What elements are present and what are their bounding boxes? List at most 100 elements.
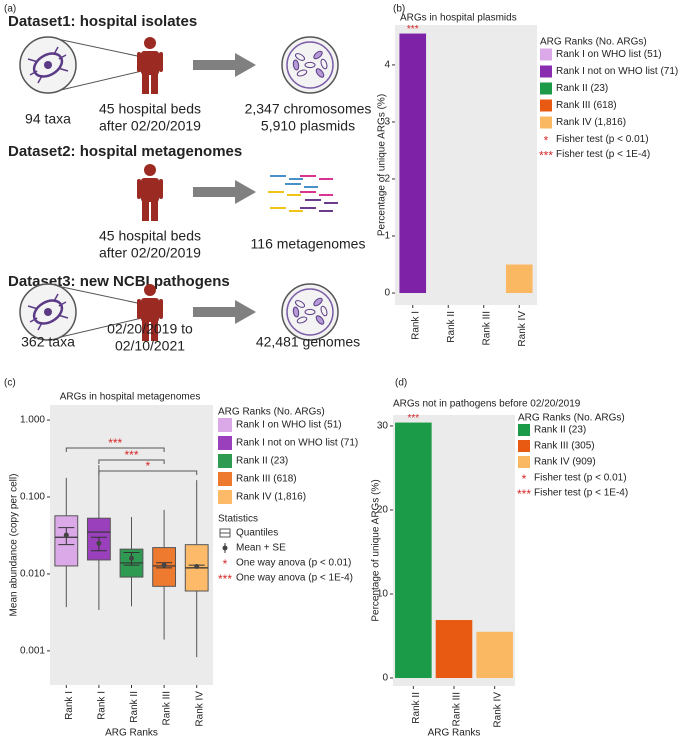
- leg: [151, 74, 158, 94]
- y-tick-label: 3: [384, 117, 390, 128]
- legend-symbol: ***: [517, 487, 531, 501]
- legend-label: Rank I not on WHO list (71): [556, 66, 678, 77]
- significance: ***: [108, 436, 122, 450]
- flagellum: [59, 67, 69, 72]
- cell: [304, 61, 316, 69]
- cell: [320, 305, 328, 317]
- arm: [137, 52, 141, 72]
- x-tick-label: Rank III: [162, 691, 173, 725]
- cell: [296, 69, 308, 77]
- flagellum: [58, 301, 67, 307]
- dataset-title: Dataset3: new NCBI pathogens: [8, 273, 230, 290]
- dish-inner: [286, 41, 334, 89]
- legend-label: One way anova (p < 1E-4): [236, 573, 353, 584]
- legend-label: Rank IV (1,816): [556, 117, 626, 128]
- y-tick-label: 0: [384, 288, 390, 299]
- y-tick-label: 2: [384, 174, 390, 185]
- bar: [476, 631, 513, 679]
- y-tick-label: 0.100: [20, 492, 45, 503]
- leg: [151, 201, 158, 221]
- flagellum: [37, 75, 43, 84]
- beds-text: after 02/20/2019: [99, 245, 201, 261]
- legend-label: Fisher test (p < 1E-4): [534, 488, 628, 499]
- dish-inner: [286, 288, 334, 336]
- bracket: [65, 447, 165, 452]
- cell: [313, 50, 323, 60]
- x-axis-label: ARG Ranks: [105, 728, 158, 739]
- y-axis-label: Percentage of unique ARGs (%): [371, 479, 382, 621]
- x-tick-label: Rank I: [97, 691, 108, 720]
- beds-text: 02/20/2019 to: [107, 321, 193, 337]
- nucleus: [44, 61, 52, 69]
- leg: [151, 321, 158, 341]
- mean-icon: [222, 545, 228, 551]
- flagellum: [29, 317, 38, 323]
- legend-symbol: *: [544, 134, 549, 148]
- bar: [435, 620, 473, 679]
- output-text: 5,910 plasmids: [261, 118, 355, 134]
- output-text: 42,481 genomes: [256, 334, 360, 350]
- dataset-title: Dataset1: hospital isolates: [8, 13, 197, 30]
- leg: [142, 201, 149, 221]
- legend-label: Rank II (23): [236, 456, 288, 467]
- legend-swatch: [218, 418, 232, 432]
- y-tick-label: 10: [377, 589, 389, 600]
- legend-label: Rank III (618): [556, 100, 617, 111]
- head: [144, 37, 156, 49]
- body: [141, 51, 159, 75]
- legend-swatch: [540, 116, 552, 129]
- significance: *: [145, 459, 150, 473]
- arrow: [193, 53, 256, 77]
- zoom-line: [47, 283, 143, 305]
- panel-label: (a): [4, 4, 16, 15]
- arm: [159, 299, 163, 319]
- legend-swatch: [540, 99, 552, 112]
- legend-label: Fisher test (p < 1E-4): [556, 149, 650, 160]
- person-icon: [137, 37, 163, 94]
- flagellum: [58, 54, 67, 60]
- panel-label: (d): [395, 378, 407, 389]
- legend-label: Rank III (618): [236, 474, 297, 485]
- panel-label: (c): [4, 378, 16, 389]
- x-tick-label: Rank IV: [194, 691, 205, 727]
- legend-swatch: [218, 436, 232, 450]
- flagellum: [37, 322, 43, 331]
- cell: [292, 306, 300, 318]
- significance: ***: [407, 413, 419, 424]
- x-tick-label: Rank IV: [517, 311, 528, 347]
- x-tick-label: Rank III: [481, 311, 492, 345]
- beds-text: 45 hospital beds: [99, 228, 201, 244]
- significance: ***: [407, 24, 419, 35]
- leg: [142, 74, 149, 94]
- legend-symbol: *: [522, 472, 527, 486]
- arrow: [193, 180, 256, 204]
- legend-label: Quantiles: [236, 528, 278, 539]
- cell: [304, 308, 316, 316]
- x-tick-label: Rank I: [410, 311, 421, 340]
- legend-label: Rank II (23): [556, 83, 608, 94]
- mean-dot: [129, 555, 134, 561]
- flagellum: [27, 305, 37, 310]
- x-tick-label: Rank I: [64, 691, 75, 720]
- arm: [137, 299, 141, 319]
- flagellum: [53, 293, 59, 302]
- cell: [313, 297, 323, 307]
- legend-subtitle: Statistics: [218, 514, 258, 525]
- y-tick-label: 1.000: [20, 415, 45, 426]
- cell: [315, 68, 325, 78]
- y-tick-label: 30: [377, 421, 389, 432]
- legend-label: Rank I not on WHO list (71): [236, 438, 358, 449]
- flagellum: [27, 58, 37, 63]
- y-tick-label: 20: [377, 505, 389, 516]
- arrow: [193, 300, 256, 324]
- cell: [294, 53, 306, 61]
- body: [141, 298, 159, 322]
- legend-title: ARG Ranks (No. ARGs): [218, 407, 325, 418]
- y-tick-label: 0.010: [20, 569, 45, 580]
- legend-label: One way anova (p < 0.01): [236, 558, 351, 569]
- legend-swatch: [518, 440, 530, 452]
- cell: [296, 316, 308, 324]
- legend-label: Rank IV (909): [534, 457, 596, 468]
- legend-swatch: [218, 490, 232, 504]
- legend-label: Fisher test (p < 0.01): [534, 473, 627, 484]
